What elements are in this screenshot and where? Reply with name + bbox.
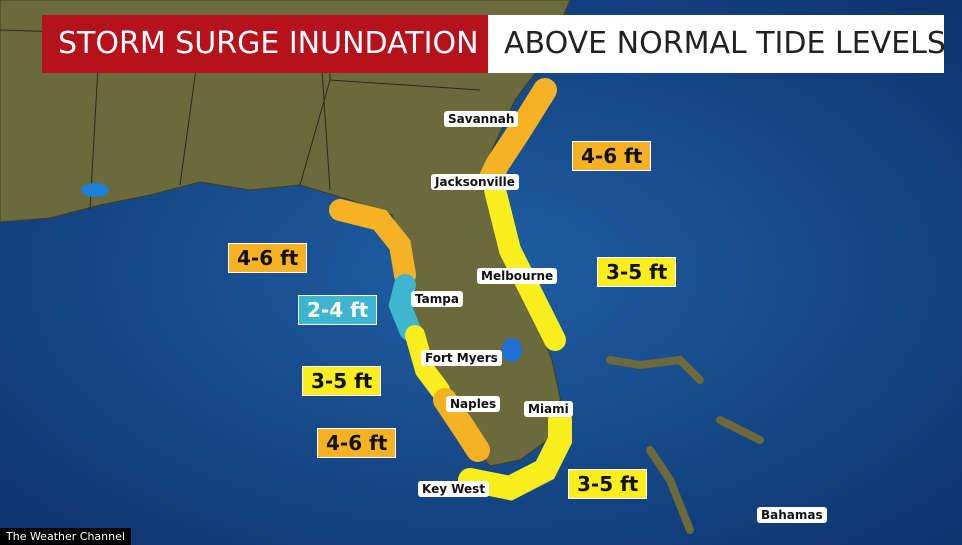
city-label: Key West bbox=[418, 481, 490, 497]
credit: The Weather Channel bbox=[0, 528, 131, 545]
zone-label: 4-6 ft bbox=[572, 141, 652, 171]
surge-band bbox=[388, 274, 421, 341]
zone-label: 2-4 ft bbox=[298, 295, 378, 325]
zone-label: 4-6 ft bbox=[317, 428, 397, 458]
surge-band bbox=[329, 199, 416, 286]
city-label: Tampa bbox=[411, 291, 463, 307]
header-left: STORM SURGE INUNDATION bbox=[42, 15, 488, 73]
city-label: Miami bbox=[524, 401, 573, 417]
zone-label: 4-6 ft bbox=[228, 243, 308, 273]
lake-okeechobee bbox=[502, 338, 522, 362]
zone-label: 3-5 ft bbox=[568, 469, 648, 499]
bahamas-islands bbox=[606, 355, 764, 534]
zone-label: 3-5 ft bbox=[597, 257, 677, 287]
header-right: ABOVE NORMAL TIDE LEVELS bbox=[488, 15, 946, 73]
surge-band bbox=[405, 325, 450, 400]
surge-band bbox=[478, 78, 557, 192]
lake bbox=[81, 183, 109, 197]
city-label: Fort Myers bbox=[421, 350, 502, 366]
city-label: Naples bbox=[446, 396, 501, 412]
city-label: Jacksonville bbox=[431, 174, 519, 190]
city-label: Melbourne bbox=[477, 268, 558, 284]
zone-label: 3-5 ft bbox=[302, 366, 382, 396]
surge-band bbox=[458, 408, 572, 501]
city-label: Savannah bbox=[444, 111, 519, 127]
city-label: Bahamas bbox=[757, 507, 827, 523]
